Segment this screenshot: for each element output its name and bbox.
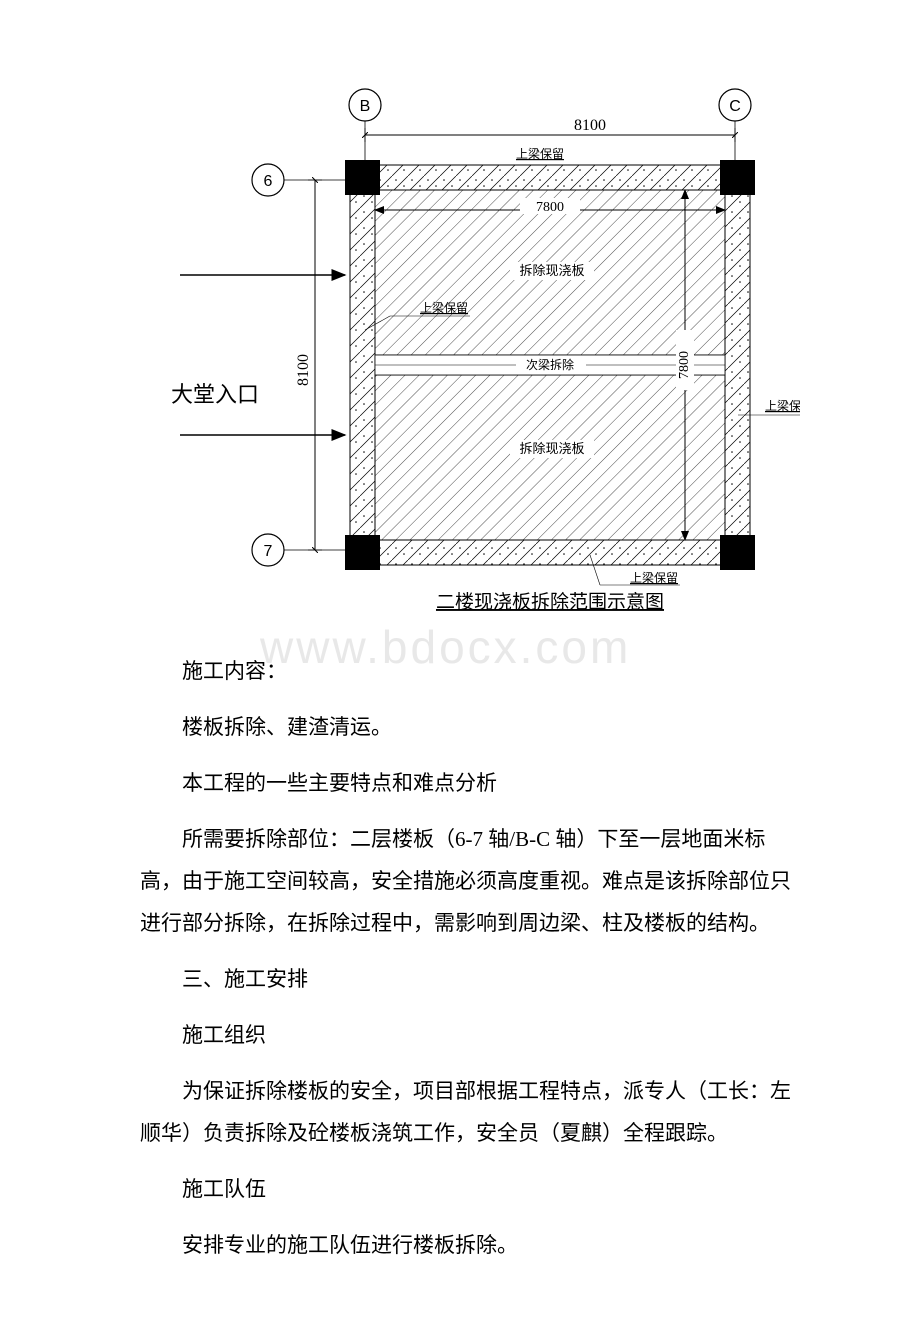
anno-beam-left: 上梁保留 [420,300,468,315]
inner-dim-right: 7800 [677,351,692,379]
diagram-caption: 二楼现浇板拆除范围示意图 [436,591,664,613]
para-5: 三、施工安排 [140,958,805,1000]
para-8: 施工队伍 [140,1168,805,1210]
para-7: 为保证拆除楼板的安全，项目部根据工程特点，派专人（工长：左顺华）负责拆除及砼楼板… [140,1070,805,1154]
anno-slab-top: 拆除现浇板 [519,263,584,278]
dim-left: 8100 [295,354,312,386]
grid-b: B [360,98,371,115]
grid-7: 7 [264,543,273,560]
para-9: 安排专业的施工队伍进行楼板拆除。 [140,1224,805,1266]
para-1: 施工内容： [140,650,805,692]
diagram-container: 7800 7800 拆除现浇板 拆除现浇板 次梁拆除 上梁保留 上梁保留 上梁保… [0,80,920,620]
anno-beam-bottom: 上梁保留 [630,570,678,585]
para-2: 楼板拆除、建渣清运。 [140,706,805,748]
anno-secondary-beam: 次梁拆除 [526,357,574,372]
grid-c: C [729,98,741,115]
anno-beam-right: 上梁保留 [765,398,800,413]
para-3: 本工程的一些主要特点和难点分析 [140,762,805,804]
anno-slab-bottom: 拆除现浇板 [519,441,584,456]
dim-top: 8100 [574,117,606,134]
para-4: 所需要拆除部位：二层楼板（6-7 轴/B-C 轴）下至一层地面米标高，由于施工空… [140,818,805,944]
anno-beam-top: 上梁保留 [516,146,564,161]
entrance-label: 大堂入口 [171,382,259,407]
floor-plan-diagram: 7800 7800 拆除现浇板 拆除现浇板 次梁拆除 上梁保留 上梁保留 上梁保… [120,80,800,620]
para-6: 施工组织 [140,1014,805,1056]
grid-6: 6 [264,173,273,190]
inner-dim-top: 7800 [536,200,564,215]
document-body: 施工内容： 楼板拆除、建渣清运。 本工程的一些主要特点和难点分析 所需要拆除部位… [0,650,920,1266]
